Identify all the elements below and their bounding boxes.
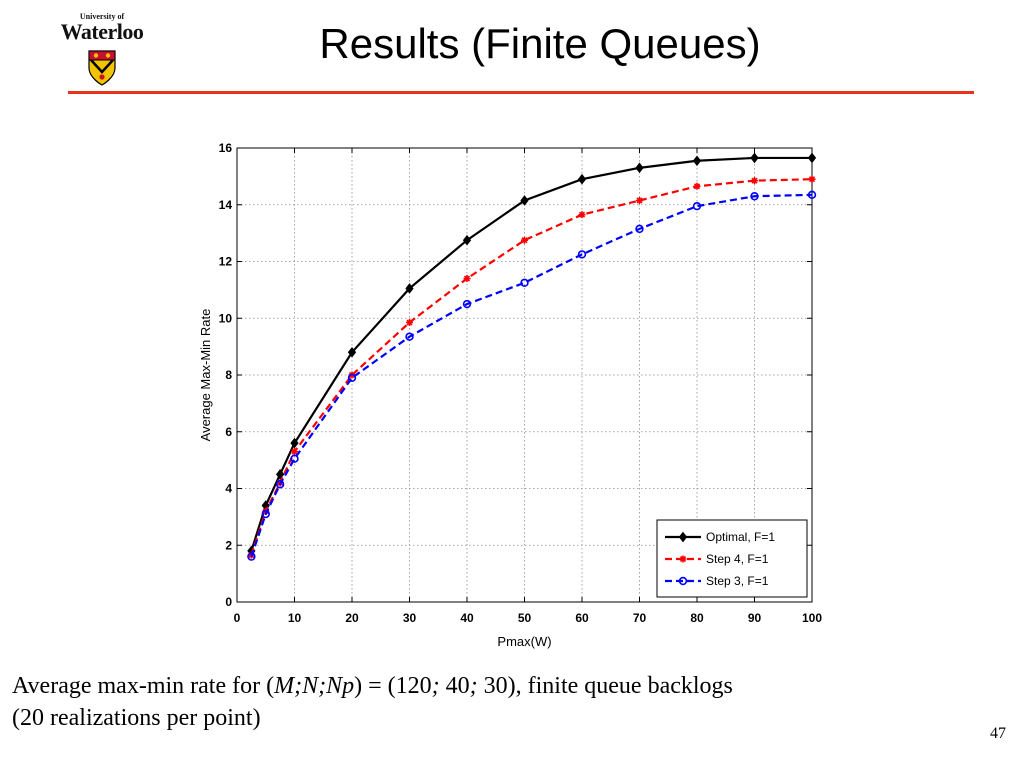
y-tick-label: 14 — [219, 198, 233, 212]
data-point-2-3 — [290, 454, 299, 463]
data-point-1-9 — [636, 196, 643, 204]
data-point-1-12 — [808, 175, 816, 183]
x-tick-label: 100 — [802, 611, 822, 625]
data-point-0-6 — [462, 234, 472, 246]
legend-marker-0 — [678, 531, 688, 543]
data-point-0-9 — [635, 162, 644, 174]
crest-icon — [88, 50, 116, 86]
y-tick-label: 12 — [219, 255, 233, 269]
x-axis-label: Pmax(W) — [497, 634, 551, 649]
data-point-0-11 — [750, 152, 759, 164]
y-tick-label: 10 — [219, 311, 233, 325]
x-tick-label: 30 — [403, 611, 417, 625]
legend-marker-2 — [678, 576, 688, 586]
y-tick-label: 16 — [219, 141, 233, 155]
data-point-2-9 — [635, 224, 644, 234]
x-tick-label: 40 — [460, 611, 474, 625]
logo-wordmark: Waterloo — [60, 19, 144, 44]
caption-mid: ) = (120 — [354, 673, 432, 699]
data-point-2-8 — [577, 250, 587, 259]
y-tick-label: 2 — [225, 538, 232, 552]
caption-sep-1: ; — [431, 673, 440, 699]
legend-marker-1 — [679, 555, 687, 563]
x-tick-label: 20 — [345, 611, 359, 625]
x-tick-label: 50 — [518, 611, 532, 625]
data-point-2-10 — [692, 201, 702, 211]
caption-sep-2: ; — [469, 673, 478, 699]
y-tick-label: 4 — [225, 482, 232, 496]
caption-line-2: (20 realizations per point) — [12, 705, 261, 731]
university-logo: University of Waterloo — [50, 12, 154, 88]
slide-title: Results (Finite Queues) — [319, 20, 761, 67]
data-point-0-7 — [520, 195, 529, 206]
x-tick-label: 10 — [288, 611, 302, 625]
title-divider — [68, 91, 974, 94]
series-line-2 — [250, 193, 813, 557]
data-point-1-11 — [751, 177, 758, 185]
data-point-0-8 — [577, 173, 587, 185]
caption-suffix: 30), finite queue backlogs — [477, 673, 733, 699]
data-point-0-2 — [275, 468, 285, 480]
caption-vars: M;N;Np — [274, 673, 355, 699]
data-point-1-10 — [693, 182, 701, 190]
data-point-1-5 — [406, 319, 413, 327]
x-tick-label: 90 — [748, 611, 762, 625]
data-point-0-10 — [692, 155, 702, 167]
data-point-2-12 — [807, 190, 817, 200]
x-tick-label: 80 — [690, 611, 704, 625]
legend-label-1: Step 4, F=1 — [706, 552, 769, 566]
x-tick-label: 70 — [633, 611, 647, 625]
data-point-1-6 — [463, 275, 471, 283]
data-point-2-7 — [520, 278, 529, 287]
data-point-2-4 — [347, 373, 357, 383]
data-point-0-5 — [405, 283, 414, 294]
y-axis-label: Average Max-Min Rate — [198, 309, 213, 442]
logo-small-text: University of — [79, 12, 125, 21]
data-point-2-11 — [750, 192, 759, 201]
data-point-1-8 — [578, 211, 586, 219]
x-tick-label: 0 — [234, 611, 241, 625]
data-point-1-3 — [291, 448, 298, 456]
data-point-2-5 — [405, 332, 414, 341]
data-point-2-0 — [247, 552, 256, 561]
slide-caption: Average max-min rate for (M;N;Np) = (120… — [12, 670, 1012, 734]
page-number: 47 — [990, 725, 1006, 742]
data-point-2-6 — [462, 299, 472, 309]
caption-prefix: Average max-min rate for ( — [12, 673, 275, 699]
caption-value-2: 40 — [439, 673, 470, 699]
data-point-0-3 — [290, 437, 299, 449]
data-point-0-4 — [347, 346, 357, 358]
legend-label-2: Step 3, F=1 — [706, 574, 769, 588]
data-point-0-12 — [807, 152, 817, 164]
x-tick-label: 60 — [575, 611, 589, 625]
y-tick-label: 8 — [225, 368, 232, 382]
legend-label-0: Optimal, F=1 — [706, 530, 775, 544]
y-tick-label: 0 — [225, 595, 232, 609]
y-tick-label: 6 — [225, 425, 232, 439]
data-point-1-7 — [521, 236, 528, 244]
data-point-2-1 — [261, 509, 270, 519]
data-point-2-2 — [275, 480, 285, 489]
